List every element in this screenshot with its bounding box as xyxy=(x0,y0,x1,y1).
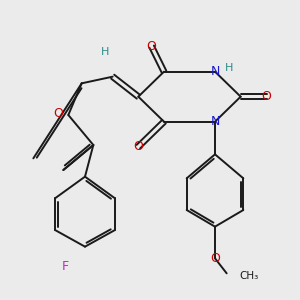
Text: O: O xyxy=(210,252,220,265)
Text: O: O xyxy=(53,107,63,120)
Text: N: N xyxy=(210,115,220,128)
Text: CH₃: CH₃ xyxy=(239,271,259,281)
Text: N: N xyxy=(210,65,220,78)
Text: O: O xyxy=(134,140,143,153)
Text: O: O xyxy=(147,40,157,53)
Text: H: H xyxy=(101,47,109,57)
Text: O: O xyxy=(262,90,272,103)
Text: H: H xyxy=(225,63,233,73)
Text: F: F xyxy=(61,260,69,273)
